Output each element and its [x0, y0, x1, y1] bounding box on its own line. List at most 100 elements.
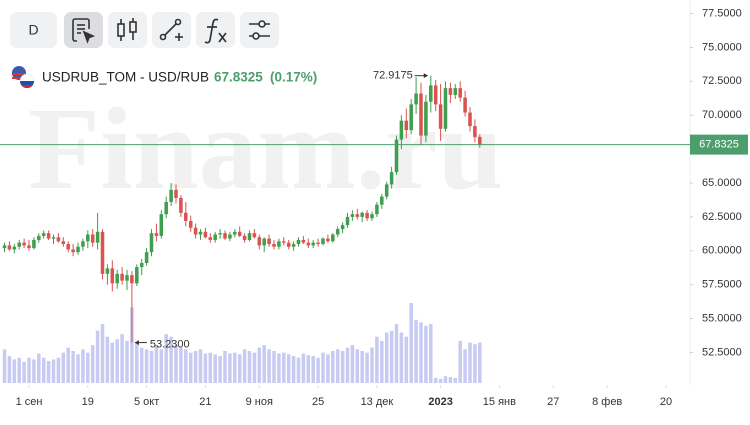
- volume-bar: [237, 354, 242, 383]
- volume-bar: [90, 345, 95, 383]
- volume-bar: [321, 352, 325, 383]
- order-button[interactable]: [64, 12, 103, 48]
- candle-body: [86, 234, 90, 242]
- volume-bar: [130, 307, 134, 383]
- settings-button[interactable]: [240, 12, 279, 48]
- x-tick-label: 9 ноя: [246, 396, 273, 408]
- candle-body: [120, 273, 124, 281]
- indicators-button[interactable]: [196, 12, 235, 48]
- volume-bar: [66, 347, 70, 383]
- volume-bar: [56, 357, 61, 383]
- volume-bar: [389, 330, 394, 383]
- candle-body: [340, 225, 345, 230]
- candle-body: [399, 120, 404, 140]
- y-tick-label: 65.0000: [702, 177, 742, 189]
- candle-body: [384, 184, 389, 197]
- volume-bar: [22, 361, 26, 383]
- y-tick-label: 77.5000: [702, 7, 742, 19]
- candle-type-button[interactable]: [108, 12, 147, 48]
- volume-bar: [438, 378, 443, 383]
- x-tick-label: 1 сен: [16, 396, 43, 408]
- candle-body: [443, 88, 448, 129]
- x-tick-label: 5 окт: [134, 396, 159, 408]
- candle-body: [2, 245, 7, 249]
- volume-bar: [228, 353, 232, 383]
- toolbar: D: [10, 12, 279, 48]
- candle-body: [252, 233, 257, 238]
- x-tick-label: 13 дек: [361, 396, 394, 408]
- volume-bar: [159, 349, 164, 383]
- volume-bar: [316, 357, 320, 383]
- candle-body: [301, 239, 306, 243]
- candle-body: [22, 242, 26, 246]
- volume-bar: [345, 347, 350, 383]
- x-tick-label: 20: [660, 396, 672, 408]
- candle-body: [90, 234, 95, 243]
- candle-body: [321, 238, 325, 245]
- volume-bar: [86, 352, 90, 383]
- drawing-icon: [159, 18, 183, 41]
- volume-bar: [203, 353, 208, 383]
- flag-icon: [12, 66, 35, 89]
- volume-bar: [12, 359, 17, 383]
- volume-bar: [110, 342, 115, 383]
- candle-body: [46, 233, 51, 239]
- annotation-label: 53.2300: [150, 338, 190, 350]
- x-tick-label: 27: [547, 396, 559, 408]
- candle-body: [463, 97, 467, 113]
- candle-body: [316, 242, 320, 245]
- volume-bar: [384, 332, 389, 383]
- candle-body: [409, 104, 413, 131]
- candle-body: [110, 268, 115, 284]
- volume-bar: [262, 345, 266, 383]
- y-tick-label: 62.5000: [702, 211, 742, 223]
- volume-bar: [414, 319, 418, 383]
- candle-body: [237, 231, 242, 236]
- candle-body: [433, 85, 438, 105]
- candle-body: [394, 139, 399, 173]
- drawing-button[interactable]: [152, 12, 191, 48]
- candle-body: [360, 212, 364, 217]
- candle-body: [438, 104, 443, 129]
- annotation-arrowhead: [423, 73, 428, 79]
- x-tick-label: 2023: [428, 396, 452, 408]
- candle-body: [473, 126, 477, 137]
- candle-body: [100, 231, 105, 274]
- candle-body: [41, 233, 46, 236]
- candle-body: [468, 112, 472, 127]
- volume-bar: [252, 352, 257, 383]
- volume-bar: [433, 377, 438, 383]
- volume-bar: [115, 339, 119, 383]
- candle-body: [296, 239, 301, 245]
- volume-bar: [429, 324, 433, 383]
- candle-body: [149, 233, 154, 253]
- instrument-header: USDRUB_TOM - USD/RUB 67.8325 (0.17%): [12, 66, 317, 89]
- instrument-title: USDRUB_TOM - USD/RUB: [42, 70, 209, 85]
- candle-body: [188, 220, 193, 228]
- candle-body: [375, 204, 379, 215]
- volume-bar: [301, 353, 306, 383]
- candle-body: [125, 275, 129, 281]
- interval-button[interactable]: [10, 12, 57, 48]
- candle-body: [159, 214, 164, 236]
- candle-body: [448, 88, 453, 95]
- volume-bar: [277, 353, 281, 383]
- volume-bar: [375, 336, 379, 383]
- volume-bar: [409, 303, 413, 383]
- watermark: Finam.ru: [28, 83, 503, 214]
- candle-body: [203, 231, 208, 238]
- volume-bar: [139, 347, 144, 383]
- candle-body: [414, 93, 418, 105]
- candle-body: [247, 233, 252, 240]
- y-tick-label: 60.0000: [702, 245, 742, 257]
- volume-bar: [184, 349, 188, 383]
- candle-body: [345, 216, 350, 226]
- volume-bar: [61, 352, 66, 383]
- volume-bar: [453, 377, 458, 383]
- volume-bar: [286, 354, 291, 383]
- price-change: (0.17%): [270, 70, 317, 85]
- candle-body: [306, 242, 311, 246]
- volume-bar: [51, 359, 56, 383]
- candle-body: [76, 246, 80, 253]
- volume-bar: [144, 349, 149, 383]
